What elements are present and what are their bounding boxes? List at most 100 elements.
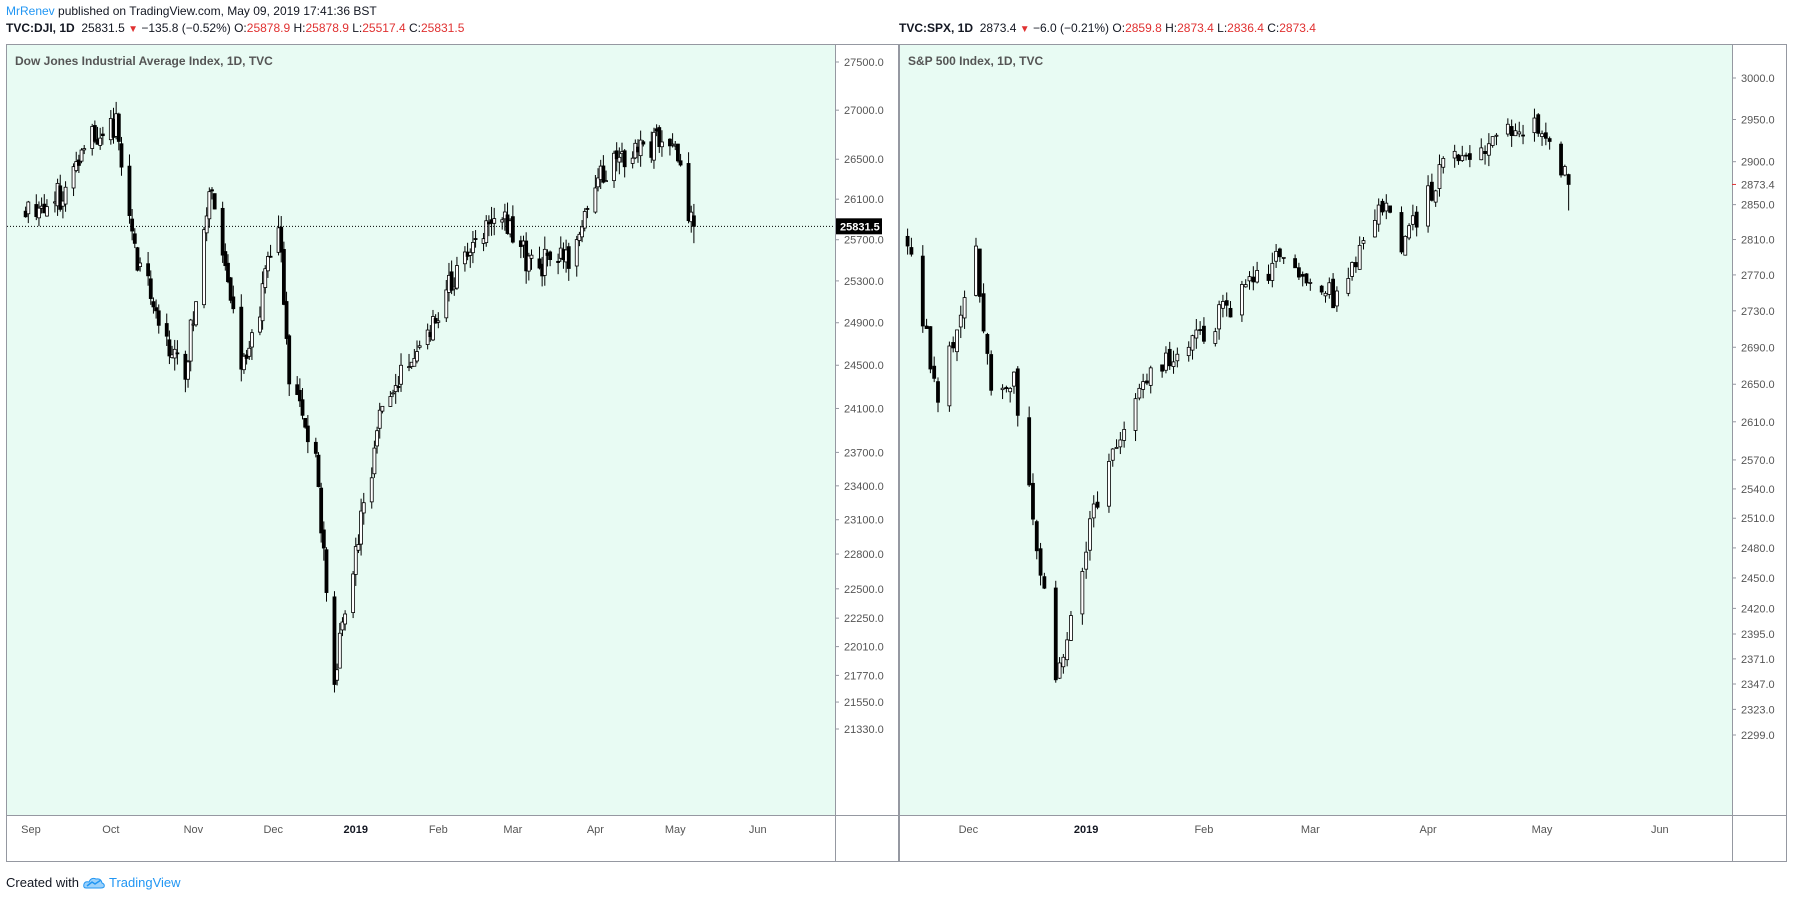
candle [295, 376, 300, 396]
candle-body [652, 131, 656, 161]
candle-body [1069, 615, 1073, 641]
candle [287, 334, 292, 397]
candle [135, 246, 140, 272]
candle-body [127, 165, 132, 216]
candle [343, 610, 348, 631]
candle [1057, 657, 1062, 679]
candle-body [1483, 150, 1487, 154]
candle [1414, 206, 1419, 237]
candle-body [537, 258, 542, 269]
candle-body [207, 191, 212, 220]
candle-body [1357, 244, 1362, 270]
y-tick-label: 2323.0 [1741, 704, 1775, 716]
candle-body [1300, 274, 1305, 277]
candle [391, 389, 395, 398]
dji-chart-panel[interactable]: 27500.0 27000.0 26500.0 26100.0 25700.0 25300… [6, 44, 899, 862]
tradingview-link[interactable]: TradingView [108, 875, 181, 890]
y-tick-label: 2570.0 [1741, 455, 1775, 467]
candle [1384, 194, 1389, 220]
candle-body [119, 143, 124, 168]
y-tick-label: 22010.0 [844, 642, 884, 654]
candle [1000, 384, 1005, 400]
candle-body [1015, 368, 1020, 416]
candle-body [71, 166, 76, 189]
candle [580, 220, 584, 243]
candle [1437, 154, 1442, 197]
candle-body [614, 150, 619, 160]
low-value: 2836.4 [1227, 21, 1264, 35]
candle [909, 237, 914, 257]
candle [1278, 247, 1282, 262]
candle [641, 140, 646, 147]
candle [1084, 541, 1089, 579]
candle [130, 208, 135, 241]
candle [1251, 266, 1256, 291]
candle [63, 181, 68, 212]
candle [415, 340, 419, 364]
open-label: O: [234, 21, 247, 35]
candle-body [431, 316, 435, 341]
candle [1133, 393, 1138, 442]
y-tick-label: 2510.0 [1741, 513, 1775, 525]
candle-body [1266, 273, 1271, 281]
candle-body [1118, 439, 1123, 448]
candle-body [1224, 300, 1229, 306]
candle-body [1091, 503, 1096, 519]
candle [98, 127, 103, 150]
spx-chart-panel[interactable]: 3000.0 2950.0 2900.0 2850.0 2810.0 2770.0 2730… [899, 44, 1787, 862]
candle [691, 203, 696, 244]
candle-body [258, 316, 262, 333]
candle-body [407, 366, 411, 369]
candle-body [1532, 117, 1537, 134]
high-label: H: [293, 21, 306, 35]
candle-body [266, 256, 270, 272]
dji-chart-canvas[interactable]: 27500.0 27000.0 26500.0 26100.0 25700.0 25300… [7, 45, 898, 861]
candle [263, 265, 268, 294]
candle [1148, 365, 1153, 394]
candle-body [1346, 278, 1351, 294]
candle-body [58, 185, 63, 210]
candle [537, 246, 542, 270]
close-label: C: [408, 21, 421, 35]
candle [313, 437, 318, 458]
candle-body [924, 325, 929, 329]
candle [351, 571, 356, 619]
candle [932, 356, 937, 383]
candle [1145, 373, 1149, 386]
candle [473, 230, 478, 248]
candle [1270, 252, 1275, 288]
candle [1164, 346, 1168, 374]
candle [1186, 341, 1191, 362]
spx-chart-canvas[interactable]: 3000.0 2950.0 2900.0 2850.0 2810.0 2770.0 2730… [900, 45, 1786, 861]
candle [380, 405, 385, 414]
candle [492, 207, 497, 236]
candle-body [1145, 380, 1149, 384]
plot-background [7, 45, 835, 815]
author-link[interactable]: MrRenev [6, 4, 55, 18]
candle-body [1114, 447, 1119, 449]
candle-body [353, 546, 358, 575]
candle [686, 152, 691, 224]
candle-body [1380, 200, 1385, 213]
y-tick-label: 21770.0 [844, 670, 884, 682]
candle [116, 112, 121, 151]
candle [303, 417, 308, 429]
candle-body [1361, 240, 1366, 244]
candle [1038, 542, 1043, 586]
candle-body [580, 226, 584, 238]
candle-body [920, 255, 925, 327]
candle [958, 305, 963, 339]
open-label: O: [1112, 21, 1126, 35]
candle-body [1479, 147, 1484, 161]
candle [585, 205, 590, 219]
candle [1042, 572, 1047, 590]
candle-body [305, 425, 310, 443]
candle-body [1186, 346, 1191, 357]
candle-body [223, 251, 228, 267]
candle [1308, 278, 1313, 291]
candle [924, 318, 929, 329]
candle-body [210, 189, 214, 192]
change-value: −135.8 (−0.52%) [141, 21, 231, 35]
candle [1467, 145, 1472, 168]
candle-body [303, 417, 308, 428]
